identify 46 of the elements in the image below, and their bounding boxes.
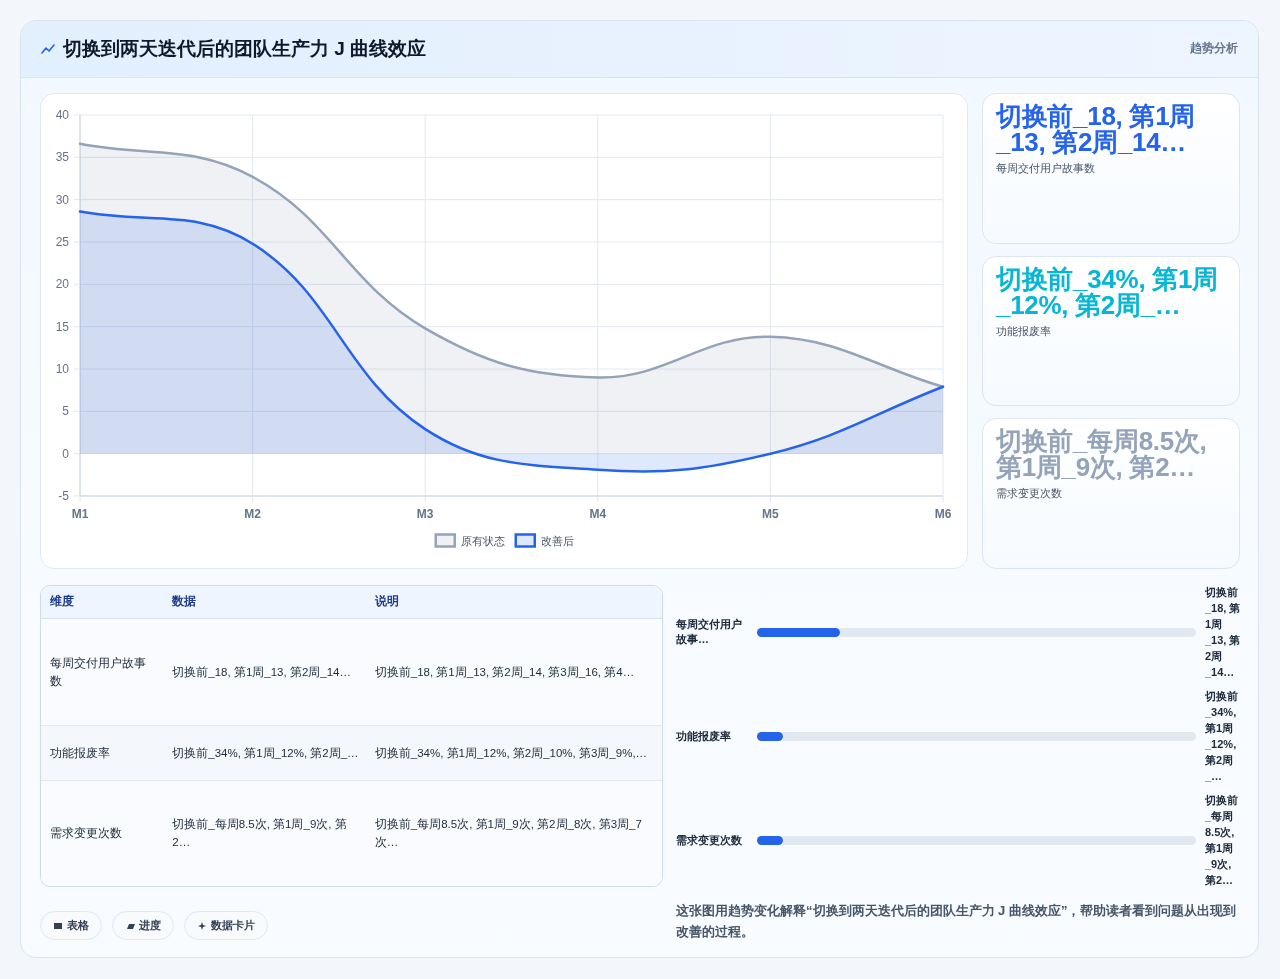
y-tick-label: 每周交付用户故事… (676, 617, 743, 647)
text: 切换前_每周8.5次, 第1周_9次, 第2… (172, 818, 347, 849)
text: 切换前_18, 第1周_13, 第2周_14… (172, 665, 351, 678)
text: 切换前_18, 第1周_13, 第2周_14… (996, 101, 1195, 157)
y-tick-label: 40 (55, 108, 70, 122)
y-tick-label: 20 (55, 277, 70, 292)
category-label: 功能报废率 (996, 323, 1052, 339)
y-tick-label: 35 (55, 150, 70, 165)
y-tick-label: 10 (55, 362, 70, 376)
text: 这张图用趋势变化解释“切换到两天迭代后的团队生产力 J 曲线效应”，帮助读者看到问题从出现到改善的过程。 (676, 902, 1238, 941)
category-label: 维度 (41, 586, 164, 618)
y-tick-label: 25 (55, 235, 70, 249)
text: 切换前_18, 第1周_13, 第2周_14, 第3周_16, 第4… (374, 665, 635, 678)
category-label: 说明 (365, 586, 662, 618)
y-tick-label: 0 (62, 446, 70, 461)
text: 切换前_每周8.5次, 第1周_9次, 第2… (996, 426, 1207, 483)
text: 进度 (139, 918, 161, 933)
category-label: 每周交付用户故事数 (996, 161, 1096, 176)
x-tick-label: M5 (762, 507, 780, 521)
text: 切换前_34%, 第1周_12%, 第2周_10%, 第3周_9%,… (374, 746, 648, 759)
chart-title: 切换到两天迭代后的团队生产力 J 曲线效应 (63, 37, 427, 61)
x-tick-label: M2 (244, 507, 262, 521)
text: 数据卡片 (211, 918, 255, 933)
text: 切换前_34%, 第1周_12%, 第2周_… (996, 263, 1218, 320)
text: 切换前_每周8.5次, 第1周_9次, 第2周_8次, 第3周_7次… (374, 818, 642, 849)
legend-label: 改善后 (540, 535, 574, 547)
category-label: 数据 (163, 586, 366, 618)
legend-label: 原有状态 (460, 535, 505, 547)
x-tick-label: M1 (71, 507, 89, 521)
category-label: 需求变更次数 (996, 486, 1063, 502)
y-tick-label: 功能报废率 (676, 728, 732, 744)
y-tick-label: 需求变更次数 (676, 832, 743, 848)
y-tick-label: 15 (55, 319, 70, 334)
x-tick-label: M3 (416, 507, 434, 521)
text: 切换前_34%, 第1周_12%, 第2周_… (1205, 689, 1239, 784)
text: 切换前_每周8.5次, 第1周_9次, 第2… (1205, 793, 1239, 888)
text: 表格 (67, 918, 89, 933)
y-tick-label: 5 (62, 404, 70, 419)
x-tick-label: M4 (589, 507, 607, 521)
x-tick-label: M6 (934, 507, 952, 521)
text: 切换前_18, 第1周_13, 第2周_14… (1205, 585, 1242, 680)
text: 每周交付用户故事数 (50, 656, 146, 687)
y-tick-label: 30 (55, 192, 70, 207)
y-tick-label: -5 (58, 489, 70, 503)
text: 趋势分析 (1190, 40, 1238, 56)
text: 切换前_34%, 第1周_12%, 第2周_… (172, 746, 359, 759)
